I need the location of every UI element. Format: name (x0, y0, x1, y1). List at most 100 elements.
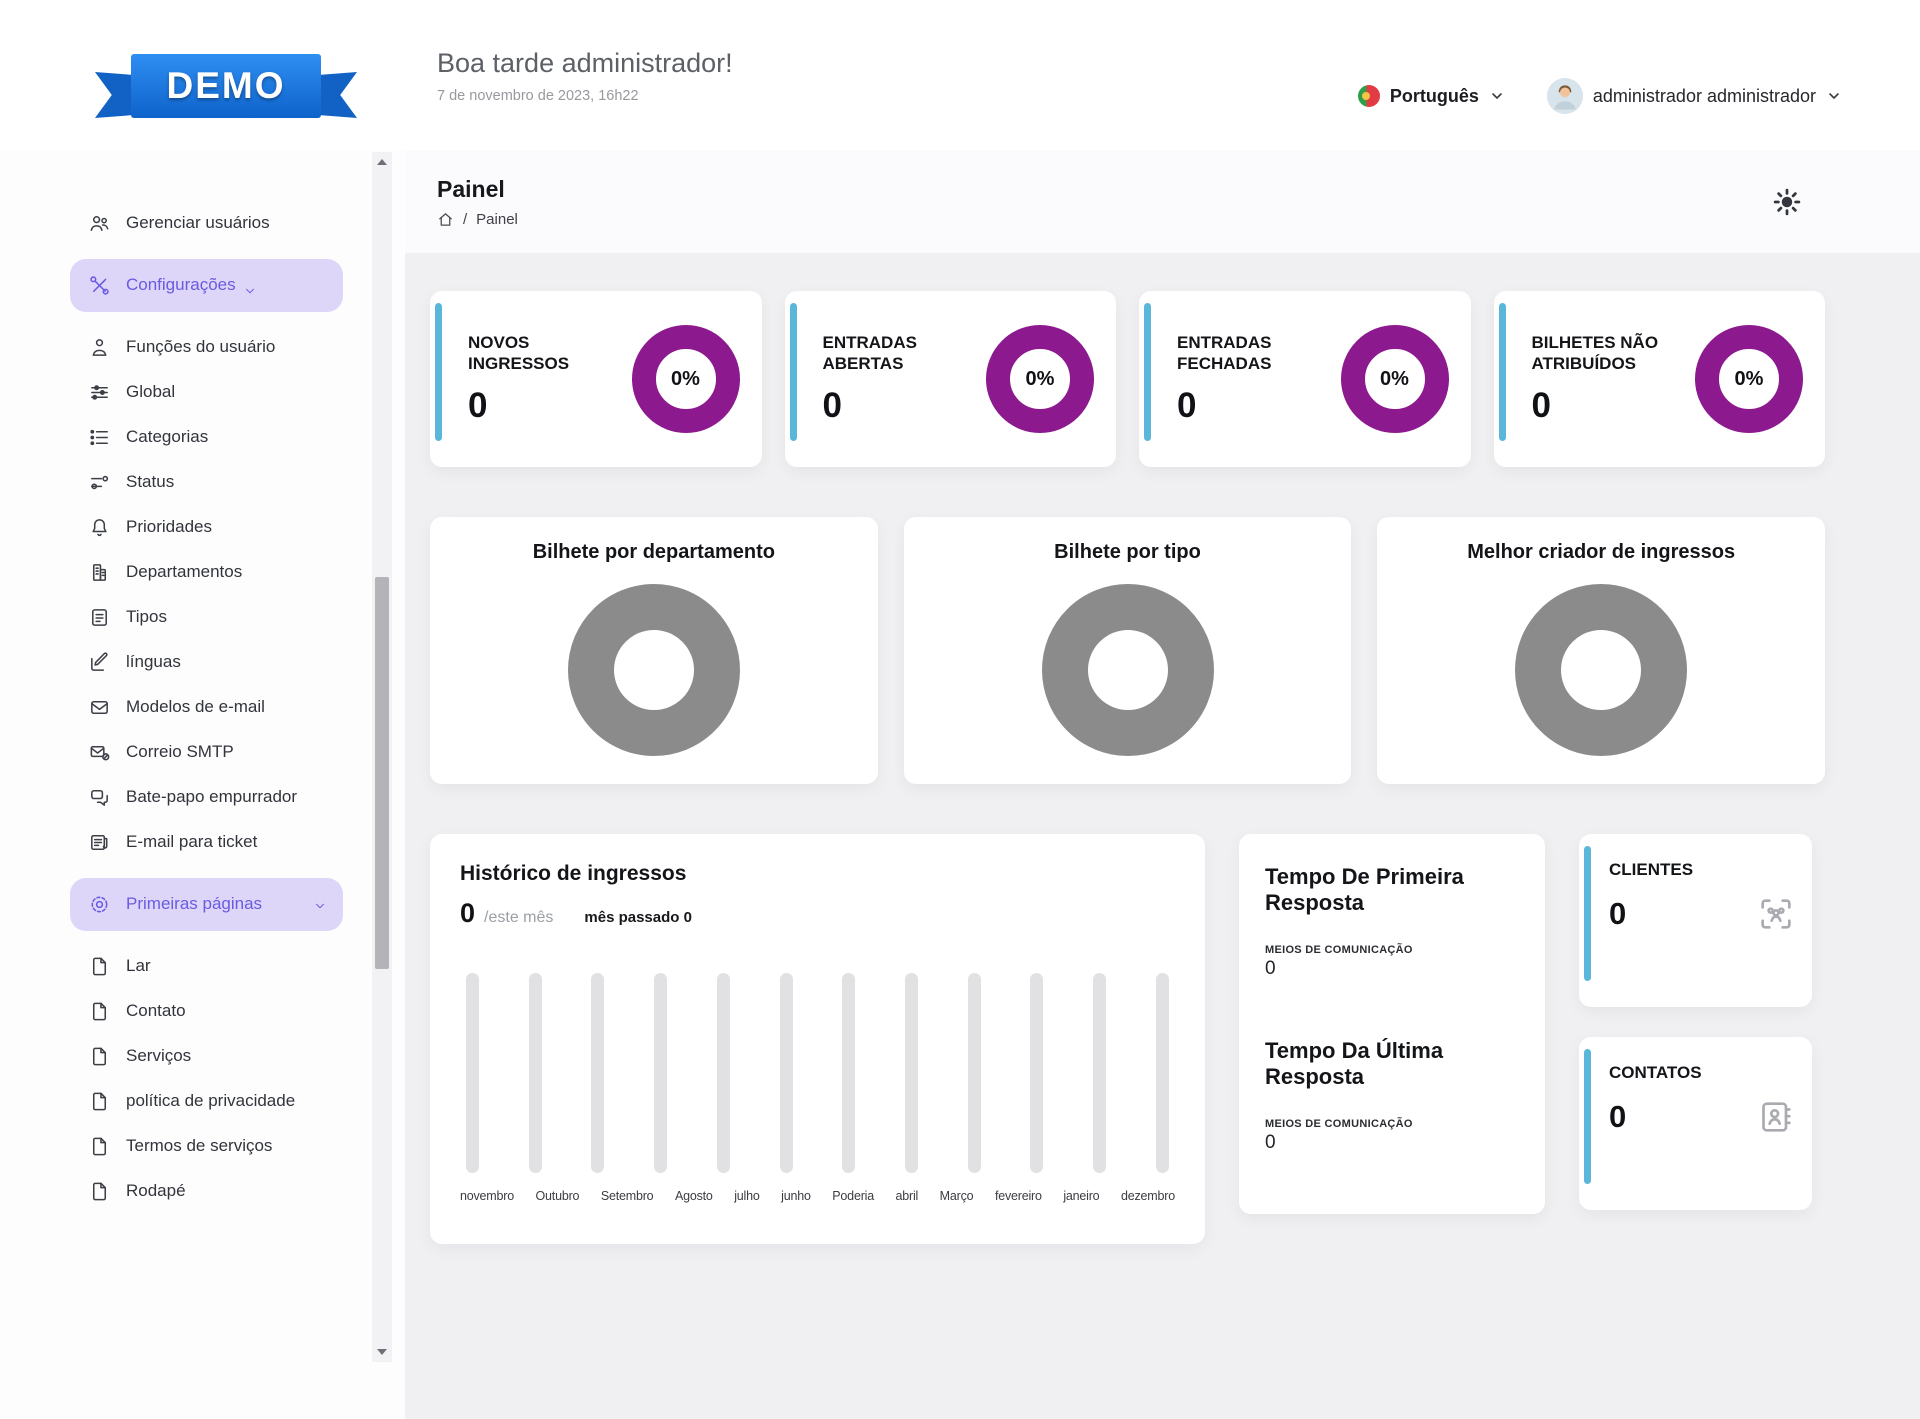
sidebar-item-servicos[interactable]: Serviços (70, 1035, 343, 1078)
history-bars (460, 973, 1175, 1173)
scroll-down-arrow[interactable] (372, 1344, 392, 1360)
page-icon (88, 955, 111, 978)
stat-card-entradas-abertas: ENTRADAS ABERTAS 0 0% (784, 291, 1116, 467)
scroll-up-arrow[interactable] (372, 154, 392, 170)
history-title: Histórico de ingressos (460, 862, 687, 885)
first-response-block: Tempo De Primeira Resposta MEIOS DE COMU… (1265, 864, 1519, 980)
building-icon (88, 561, 111, 584)
chevron-down-icon (313, 898, 327, 912)
stat-value: 0 (822, 386, 842, 426)
month-label: abril (895, 1189, 919, 1203)
sidebar-item-primeiras-paginas[interactable]: Primeiras páginas (70, 878, 343, 931)
sidebar-item-label: Configurações (126, 275, 236, 295)
sidebar-item-tipos[interactable]: Tipos (70, 596, 343, 639)
sidebar-item-global[interactable]: Global (70, 371, 343, 414)
greeting-block: Boa tarde administrador! 7 de novembro d… (437, 48, 733, 104)
sidebar-item-linguas[interactable]: línguas (70, 641, 343, 684)
topbar: DEMO Boa tarde administrador! 7 de novem… (0, 0, 1920, 150)
logo-text: DEMO (131, 54, 321, 118)
breadcrumb-separator: / (463, 210, 468, 228)
stat-label: BILHETES NÃO ATRIBUÍDOS (1531, 332, 1659, 373)
sidebar-item-label: línguas (126, 652, 181, 672)
sidebar-item-label: Modelos de e-mail (126, 697, 265, 717)
stat-value: 0 (468, 386, 488, 426)
sidebar-item-lar[interactable]: Lar (70, 945, 343, 988)
breadcrumb: / Painel (437, 211, 518, 228)
sidebar-item-modelos-de-e-mail[interactable]: Modelos de e-mail (70, 686, 343, 729)
page-icon (88, 1180, 111, 1203)
sidebar-item-contato[interactable]: Contato (70, 990, 343, 1033)
theme-toggle-button[interactable] (1772, 187, 1802, 217)
sidebar-item-label: E-mail para ticket (126, 832, 258, 852)
stat-text-block: ENTRADAS ABERTAS 0 (823, 332, 973, 427)
topbar-controls: Português administrador administrador (1357, 78, 1842, 114)
user-role-icon (88, 336, 111, 359)
accent-bar (1584, 1049, 1591, 1184)
sidebar-item-correio-smtp[interactable]: Correio SMTP (70, 731, 343, 774)
month-label: Outubro (535, 1189, 580, 1203)
month-label: Setembro (600, 1189, 654, 1203)
month-label: Março (939, 1189, 974, 1203)
stat-text-block: ENTRADAS FECHADAS 0 (1177, 332, 1327, 427)
stat-donut-chart: 0% (1340, 325, 1449, 433)
sidebar-item-e-mail-para-ticket[interactable]: E-mail para ticket (70, 821, 343, 864)
sidebar-item-configuracoes[interactable]: Configurações (70, 259, 343, 312)
history-bar (905, 973, 919, 1173)
stat-percent: 0% (1734, 367, 1764, 390)
stat-percent: 0% (671, 367, 700, 390)
counter-label: CLIENTES (1609, 860, 1694, 879)
month-label: junho (781, 1189, 811, 1203)
donut-chart (1041, 584, 1214, 756)
mail-icon (88, 696, 111, 719)
sidebar-item-label: Lar (126, 956, 151, 976)
sidebar-item-politica-de-privacidade[interactable]: política de privacidade (70, 1080, 343, 1123)
sidebar-item-bate-papo-empurrador[interactable]: Bate-papo empurrador (70, 776, 343, 819)
sidebar-item-gerenciar-usuarios[interactable]: Gerenciar usuários (70, 202, 343, 245)
sidebar-item-label: Serviços (126, 1046, 192, 1066)
home-icon[interactable] (437, 211, 454, 228)
breadcrumb-current: Painel (476, 210, 518, 228)
page-icon (88, 1045, 111, 1068)
sidebar-item-status[interactable]: Status (70, 461, 343, 504)
sidebar-item-departamentos[interactable]: Departamentos (70, 551, 343, 594)
stat-donut-chart: 0% (1695, 325, 1803, 433)
sidebar-nav: Gerenciar usuários Configurações Funções d… (0, 150, 405, 1213)
accent-bar (1498, 303, 1506, 441)
stat-value: 0 (1177, 386, 1197, 426)
sidebar-scrollbar[interactable] (372, 152, 392, 1362)
sidebar-item-categorias[interactable]: Categorias (70, 416, 343, 459)
sidebar-item-label: Tipos (126, 607, 167, 627)
sidebar-item-termos-de-servicos[interactable]: Termos de serviços (70, 1125, 343, 1168)
sidebar-item-label: Rodapé (126, 1181, 186, 1201)
history-month-labels: novembro Outubro Setembro Agosto julho junho P… (460, 1189, 1175, 1203)
history-bar (779, 973, 793, 1173)
sidebar-item-rodape[interactable]: Rodapé (70, 1170, 343, 1213)
month-label: novembro (460, 1189, 514, 1203)
sidebar-item-label: política de privacidade (126, 1091, 296, 1111)
first-response-value: 0 (1265, 957, 1276, 979)
language-selector[interactable]: Português (1357, 85, 1505, 107)
stat-text-block: BILHETES NÃO ATRIBUÍDOS 0 (1532, 332, 1682, 427)
page-header: Painel / Painel (405, 150, 1920, 253)
chart-title: Melhor criador de ingressos (1467, 541, 1736, 563)
counter-label: CONTATOS (1609, 1063, 1702, 1082)
sidebar-item-prioridades[interactable]: Prioridades (70, 506, 343, 549)
history-bar (528, 973, 542, 1173)
sidebar-item-label: Correio SMTP (126, 742, 234, 762)
avatar (1546, 78, 1583, 114)
body-wrap: Gerenciar usuários Configurações Funções d… (0, 150, 1920, 1419)
history-this-month-label: /este mês (484, 909, 554, 926)
month-label: Agosto (674, 1189, 713, 1203)
edit-icon (88, 651, 111, 674)
sidebar-item-funcoes-do-usuario[interactable]: Funções do usuário (70, 326, 343, 369)
scrollbar-thumb[interactable] (375, 577, 389, 969)
month-label: fevereiro (994, 1189, 1042, 1203)
history-this-month-value: 0 (460, 898, 476, 928)
chevron-down-icon (1489, 88, 1505, 104)
page-icon (88, 1000, 111, 1023)
user-menu[interactable]: administrador administrador (1546, 78, 1842, 114)
sliders-icon (88, 381, 111, 404)
stat-card-novos-ingressos: NOVOS INGRESSOS 0 0% (430, 291, 762, 467)
mail-at-icon (88, 741, 111, 764)
